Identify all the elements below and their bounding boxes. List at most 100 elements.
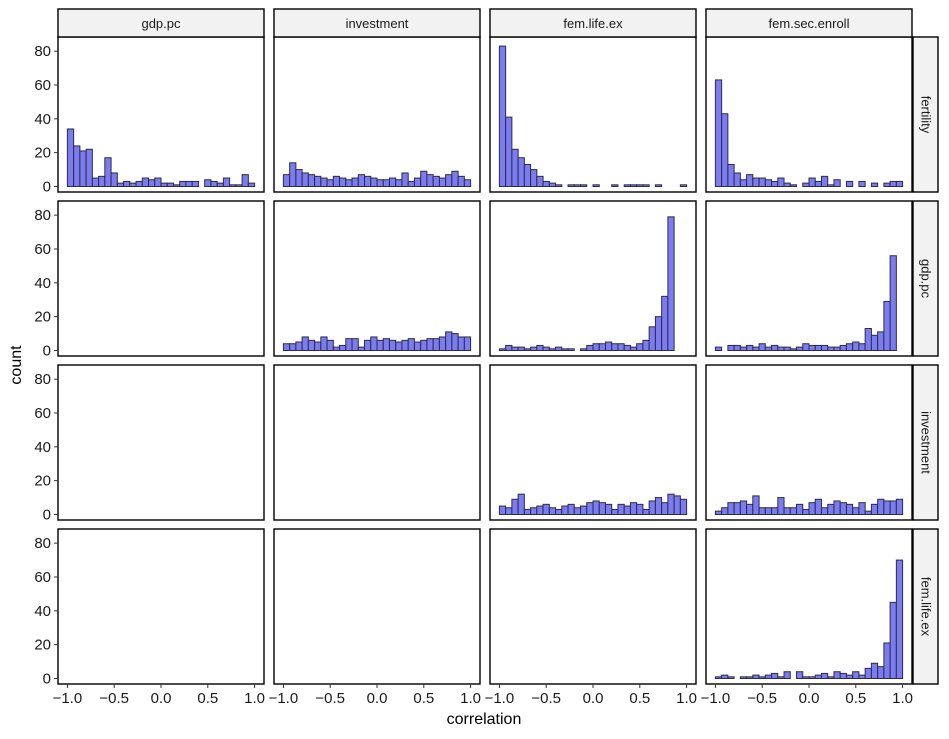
histogram-bar bbox=[883, 300, 891, 351]
histogram-bar bbox=[758, 343, 766, 351]
histogram-bar bbox=[877, 331, 885, 351]
histogram-bar bbox=[542, 503, 550, 516]
panel-background bbox=[274, 201, 480, 356]
histogram-bar bbox=[852, 341, 860, 352]
histogram-bar bbox=[326, 339, 334, 352]
histogram-bar bbox=[604, 341, 613, 352]
histogram-bar bbox=[413, 341, 422, 352]
histogram-bar bbox=[623, 184, 631, 187]
histogram-bar bbox=[148, 179, 156, 188]
histogram-bar bbox=[598, 502, 606, 516]
histogram-bar bbox=[808, 344, 816, 351]
histogram-bar bbox=[877, 666, 885, 680]
histogram-bar bbox=[511, 346, 519, 351]
histogram-bar bbox=[345, 179, 353, 188]
histogram-bar bbox=[289, 162, 297, 187]
histogram-bar bbox=[135, 180, 143, 188]
histogram-bar bbox=[511, 148, 519, 187]
histogram-bar bbox=[721, 113, 729, 187]
histogram-bar bbox=[827, 503, 835, 516]
histogram-bar bbox=[802, 508, 810, 515]
x-tick-label: 0.5 bbox=[197, 690, 218, 707]
x-tick-label: 0.0 bbox=[583, 690, 604, 707]
histogram-bar bbox=[388, 177, 397, 187]
panel-background bbox=[706, 365, 912, 520]
histogram-bar bbox=[320, 177, 328, 187]
histogram-bar bbox=[91, 177, 100, 187]
x-tick-label: 0.5 bbox=[845, 690, 866, 707]
y-axis: 0 20 40 60 80 bbox=[34, 43, 58, 196]
histogram-bar bbox=[438, 336, 447, 352]
histogram-bar bbox=[752, 674, 760, 679]
histogram-bar bbox=[714, 510, 723, 515]
column-strip-background bbox=[57, 8, 265, 38]
histogram-bar bbox=[451, 333, 459, 351]
histogram-bar bbox=[332, 175, 341, 187]
histogram-bar bbox=[758, 676, 766, 680]
histogram-bar bbox=[116, 182, 125, 187]
histogram-bar bbox=[758, 507, 766, 515]
histogram-bar bbox=[746, 174, 754, 188]
y-tick-label: 60 bbox=[34, 77, 51, 94]
x-axis: −1.0 −0.5 0.0 0.5 1.0 bbox=[701, 684, 913, 707]
panel-background bbox=[274, 365, 480, 520]
histogram-bar bbox=[870, 334, 879, 351]
histogram-bar bbox=[345, 338, 353, 352]
histogram-bar bbox=[395, 179, 403, 188]
histogram-bar bbox=[426, 174, 434, 188]
histogram-bar bbox=[580, 348, 588, 351]
histogram-bar bbox=[172, 184, 181, 187]
facet-panel bbox=[57, 200, 265, 357]
histogram-bar bbox=[820, 344, 829, 351]
histogram-bar bbox=[357, 174, 366, 188]
y-axis-title: count bbox=[8, 345, 25, 385]
histogram-bar bbox=[629, 346, 638, 351]
histogram-bar bbox=[332, 346, 341, 351]
histogram-bar bbox=[426, 338, 434, 352]
histogram-bar bbox=[845, 180, 854, 188]
histogram-bar bbox=[592, 184, 600, 187]
histogram-bar bbox=[623, 505, 631, 516]
histogram-bar bbox=[241, 174, 249, 188]
facet-panels bbox=[57, 36, 913, 685]
histogram-bar bbox=[420, 170, 428, 187]
histogram-bar bbox=[889, 601, 897, 679]
histogram-bar bbox=[783, 346, 791, 351]
histogram-bar bbox=[833, 671, 841, 679]
histogram-bar bbox=[555, 184, 563, 187]
histogram-bar bbox=[364, 175, 372, 187]
histogram-bar bbox=[438, 177, 447, 187]
panel-border bbox=[705, 200, 913, 357]
histogram-bar bbox=[789, 348, 798, 351]
facet-panel bbox=[273, 528, 481, 685]
histogram-bar bbox=[364, 339, 372, 352]
histogram-bar bbox=[721, 507, 729, 515]
histogram-bar bbox=[727, 344, 735, 351]
histogram-bar bbox=[789, 184, 798, 187]
histogram-bar bbox=[617, 503, 625, 516]
histogram-bar bbox=[814, 344, 822, 351]
histogram-bar bbox=[498, 45, 507, 188]
histogram-bar bbox=[746, 344, 754, 351]
histogram-bar bbox=[598, 343, 606, 351]
histogram-bar bbox=[295, 341, 303, 352]
y-tick-label: 0 bbox=[43, 507, 51, 524]
panel-background bbox=[58, 201, 264, 356]
panel-background bbox=[706, 201, 912, 356]
histogram-bar bbox=[877, 498, 885, 515]
histogram-bar bbox=[771, 507, 779, 515]
histogram-bar bbox=[530, 169, 538, 187]
histogram-bar bbox=[839, 672, 847, 680]
histogram-bar bbox=[839, 502, 847, 516]
x-tick-label: 1.0 bbox=[460, 690, 481, 707]
histogram-bar bbox=[739, 500, 748, 516]
column-strip-background bbox=[489, 8, 697, 38]
column-strip: fem.life.ex bbox=[489, 8, 697, 38]
row-strip-label: gdp.pc bbox=[919, 259, 934, 299]
histogram-bar bbox=[814, 674, 822, 679]
histogram-bar bbox=[407, 338, 415, 352]
histogram-bar bbox=[314, 175, 322, 187]
histogram-bar bbox=[864, 510, 872, 515]
histogram-bar bbox=[883, 182, 891, 187]
histogram-bar bbox=[758, 177, 766, 187]
